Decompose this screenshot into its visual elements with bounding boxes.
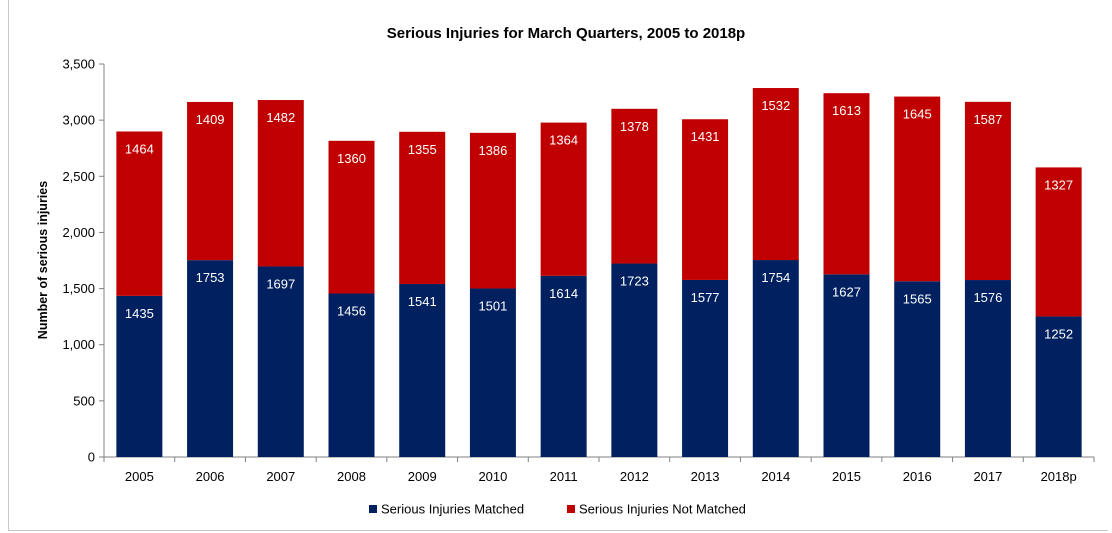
x-tick-label: 2010 bbox=[478, 469, 507, 484]
y-axis-label: Number of serious injuries bbox=[36, 181, 50, 339]
bar-matched bbox=[823, 274, 870, 457]
data-label-matched: 1541 bbox=[408, 294, 437, 309]
bar-matched bbox=[894, 281, 941, 457]
bar-not-matched bbox=[469, 132, 516, 289]
data-label-not-matched: 1386 bbox=[478, 143, 507, 158]
bar-not-matched bbox=[399, 131, 446, 284]
plot-area: 0 500 1,000 1,500 2,000 2,500 3,000 3,500 1435 14… bbox=[62, 57, 1095, 484]
x-tick-label: 2008 bbox=[337, 469, 366, 484]
data-label-not-matched: 1360 bbox=[337, 151, 366, 166]
x-tick-label: 2012 bbox=[620, 469, 649, 484]
data-label-not-matched: 1431 bbox=[691, 129, 720, 144]
bar-matched bbox=[682, 279, 729, 457]
x-tick-label: 2013 bbox=[691, 469, 720, 484]
chart-title: Serious Injuries for March Quarters, 200… bbox=[387, 25, 745, 42]
data-label-matched: 1614 bbox=[549, 286, 578, 301]
x-tick-label: 2017 bbox=[973, 469, 1002, 484]
data-label-not-matched: 1587 bbox=[973, 112, 1002, 127]
x-tick-label: 2018p bbox=[1041, 469, 1077, 484]
data-label-matched: 1577 bbox=[691, 290, 720, 305]
data-label-matched: 1576 bbox=[973, 290, 1002, 305]
data-label-not-matched: 1464 bbox=[125, 141, 154, 156]
bar-matched bbox=[752, 260, 799, 457]
data-label-not-matched: 1327 bbox=[1044, 177, 1073, 192]
bar-matched bbox=[611, 263, 658, 457]
bar-not-matched bbox=[752, 88, 799, 261]
data-label-not-matched: 1364 bbox=[549, 133, 578, 148]
data-label-matched: 1753 bbox=[196, 270, 225, 285]
data-label-not-matched: 1355 bbox=[408, 142, 437, 157]
bar-matched bbox=[257, 266, 304, 457]
data-label-matched: 1565 bbox=[903, 291, 932, 306]
bar-not-matched bbox=[611, 108, 658, 264]
data-label-matched: 1697 bbox=[266, 276, 295, 291]
bar-matched bbox=[1035, 316, 1082, 457]
chart-frame bbox=[8, 0, 1108, 531]
y-tick-label: 2,500 bbox=[62, 169, 95, 184]
data-label-matched: 1435 bbox=[125, 306, 154, 321]
legend-item-matched-label: Serious Injuries Matched bbox=[381, 502, 524, 517]
bar-not-matched bbox=[823, 93, 870, 275]
data-label-not-matched: 1482 bbox=[266, 110, 295, 125]
y-tick-label: 1,500 bbox=[62, 281, 95, 296]
bar-matched bbox=[964, 280, 1011, 457]
bar-not-matched bbox=[540, 122, 587, 276]
bar-matched bbox=[328, 293, 375, 457]
y-tick-label: 0 bbox=[88, 450, 95, 465]
bar-matched bbox=[187, 260, 234, 457]
y-tick-label: 1,000 bbox=[62, 337, 95, 352]
data-label-matched: 1627 bbox=[832, 284, 861, 299]
y-tick-label: 500 bbox=[73, 393, 95, 408]
bar-not-matched bbox=[894, 96, 941, 282]
x-tick-label: 2007 bbox=[266, 469, 295, 484]
data-label-matched: 1456 bbox=[337, 304, 366, 319]
data-label-not-matched: 1613 bbox=[832, 103, 861, 118]
bar-not-matched bbox=[1035, 167, 1082, 317]
x-tick-label: 2009 bbox=[408, 469, 437, 484]
data-label-not-matched: 1532 bbox=[761, 98, 790, 113]
data-label-matched: 1723 bbox=[620, 274, 649, 289]
data-label-not-matched: 1409 bbox=[196, 112, 225, 127]
bar-not-matched bbox=[257, 100, 304, 267]
bar-not-matched bbox=[328, 140, 375, 294]
bar-not-matched bbox=[682, 119, 729, 280]
bar-matched bbox=[469, 288, 516, 457]
y-tick-label: 2,000 bbox=[62, 225, 95, 240]
x-tick-label: 2015 bbox=[832, 469, 861, 484]
bar-not-matched bbox=[187, 101, 234, 261]
x-tick-label: 2014 bbox=[761, 469, 790, 484]
bar-matched bbox=[399, 283, 446, 457]
data-label-matched: 1754 bbox=[761, 270, 790, 285]
bar-not-matched bbox=[964, 101, 1011, 281]
legend-item-not-matched-swatch bbox=[567, 505, 575, 513]
legend-item-not-matched-label: Serious Injuries Not Matched bbox=[579, 502, 746, 517]
x-tick-label: 2011 bbox=[550, 469, 578, 484]
legend: Serious Injuries Matched Serious Injuries… bbox=[369, 502, 746, 517]
x-tick-label: 2016 bbox=[903, 469, 932, 484]
data-label-not-matched: 1645 bbox=[903, 107, 932, 122]
data-label-matched: 1501 bbox=[478, 298, 507, 313]
legend-item-matched-swatch bbox=[369, 505, 377, 513]
bar-matched bbox=[540, 275, 587, 457]
data-label-matched: 1252 bbox=[1044, 326, 1073, 341]
bar-not-matched bbox=[116, 131, 163, 296]
bar-matched bbox=[116, 295, 163, 457]
y-tick-label: 3,000 bbox=[62, 113, 95, 128]
data-label-not-matched: 1378 bbox=[620, 119, 649, 134]
x-tick-label: 2005 bbox=[125, 469, 154, 484]
x-tick-label: 2006 bbox=[196, 469, 225, 484]
y-tick-label: 3,500 bbox=[62, 57, 95, 72]
